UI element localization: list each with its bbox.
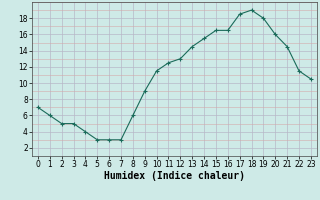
X-axis label: Humidex (Indice chaleur): Humidex (Indice chaleur) — [104, 171, 245, 181]
